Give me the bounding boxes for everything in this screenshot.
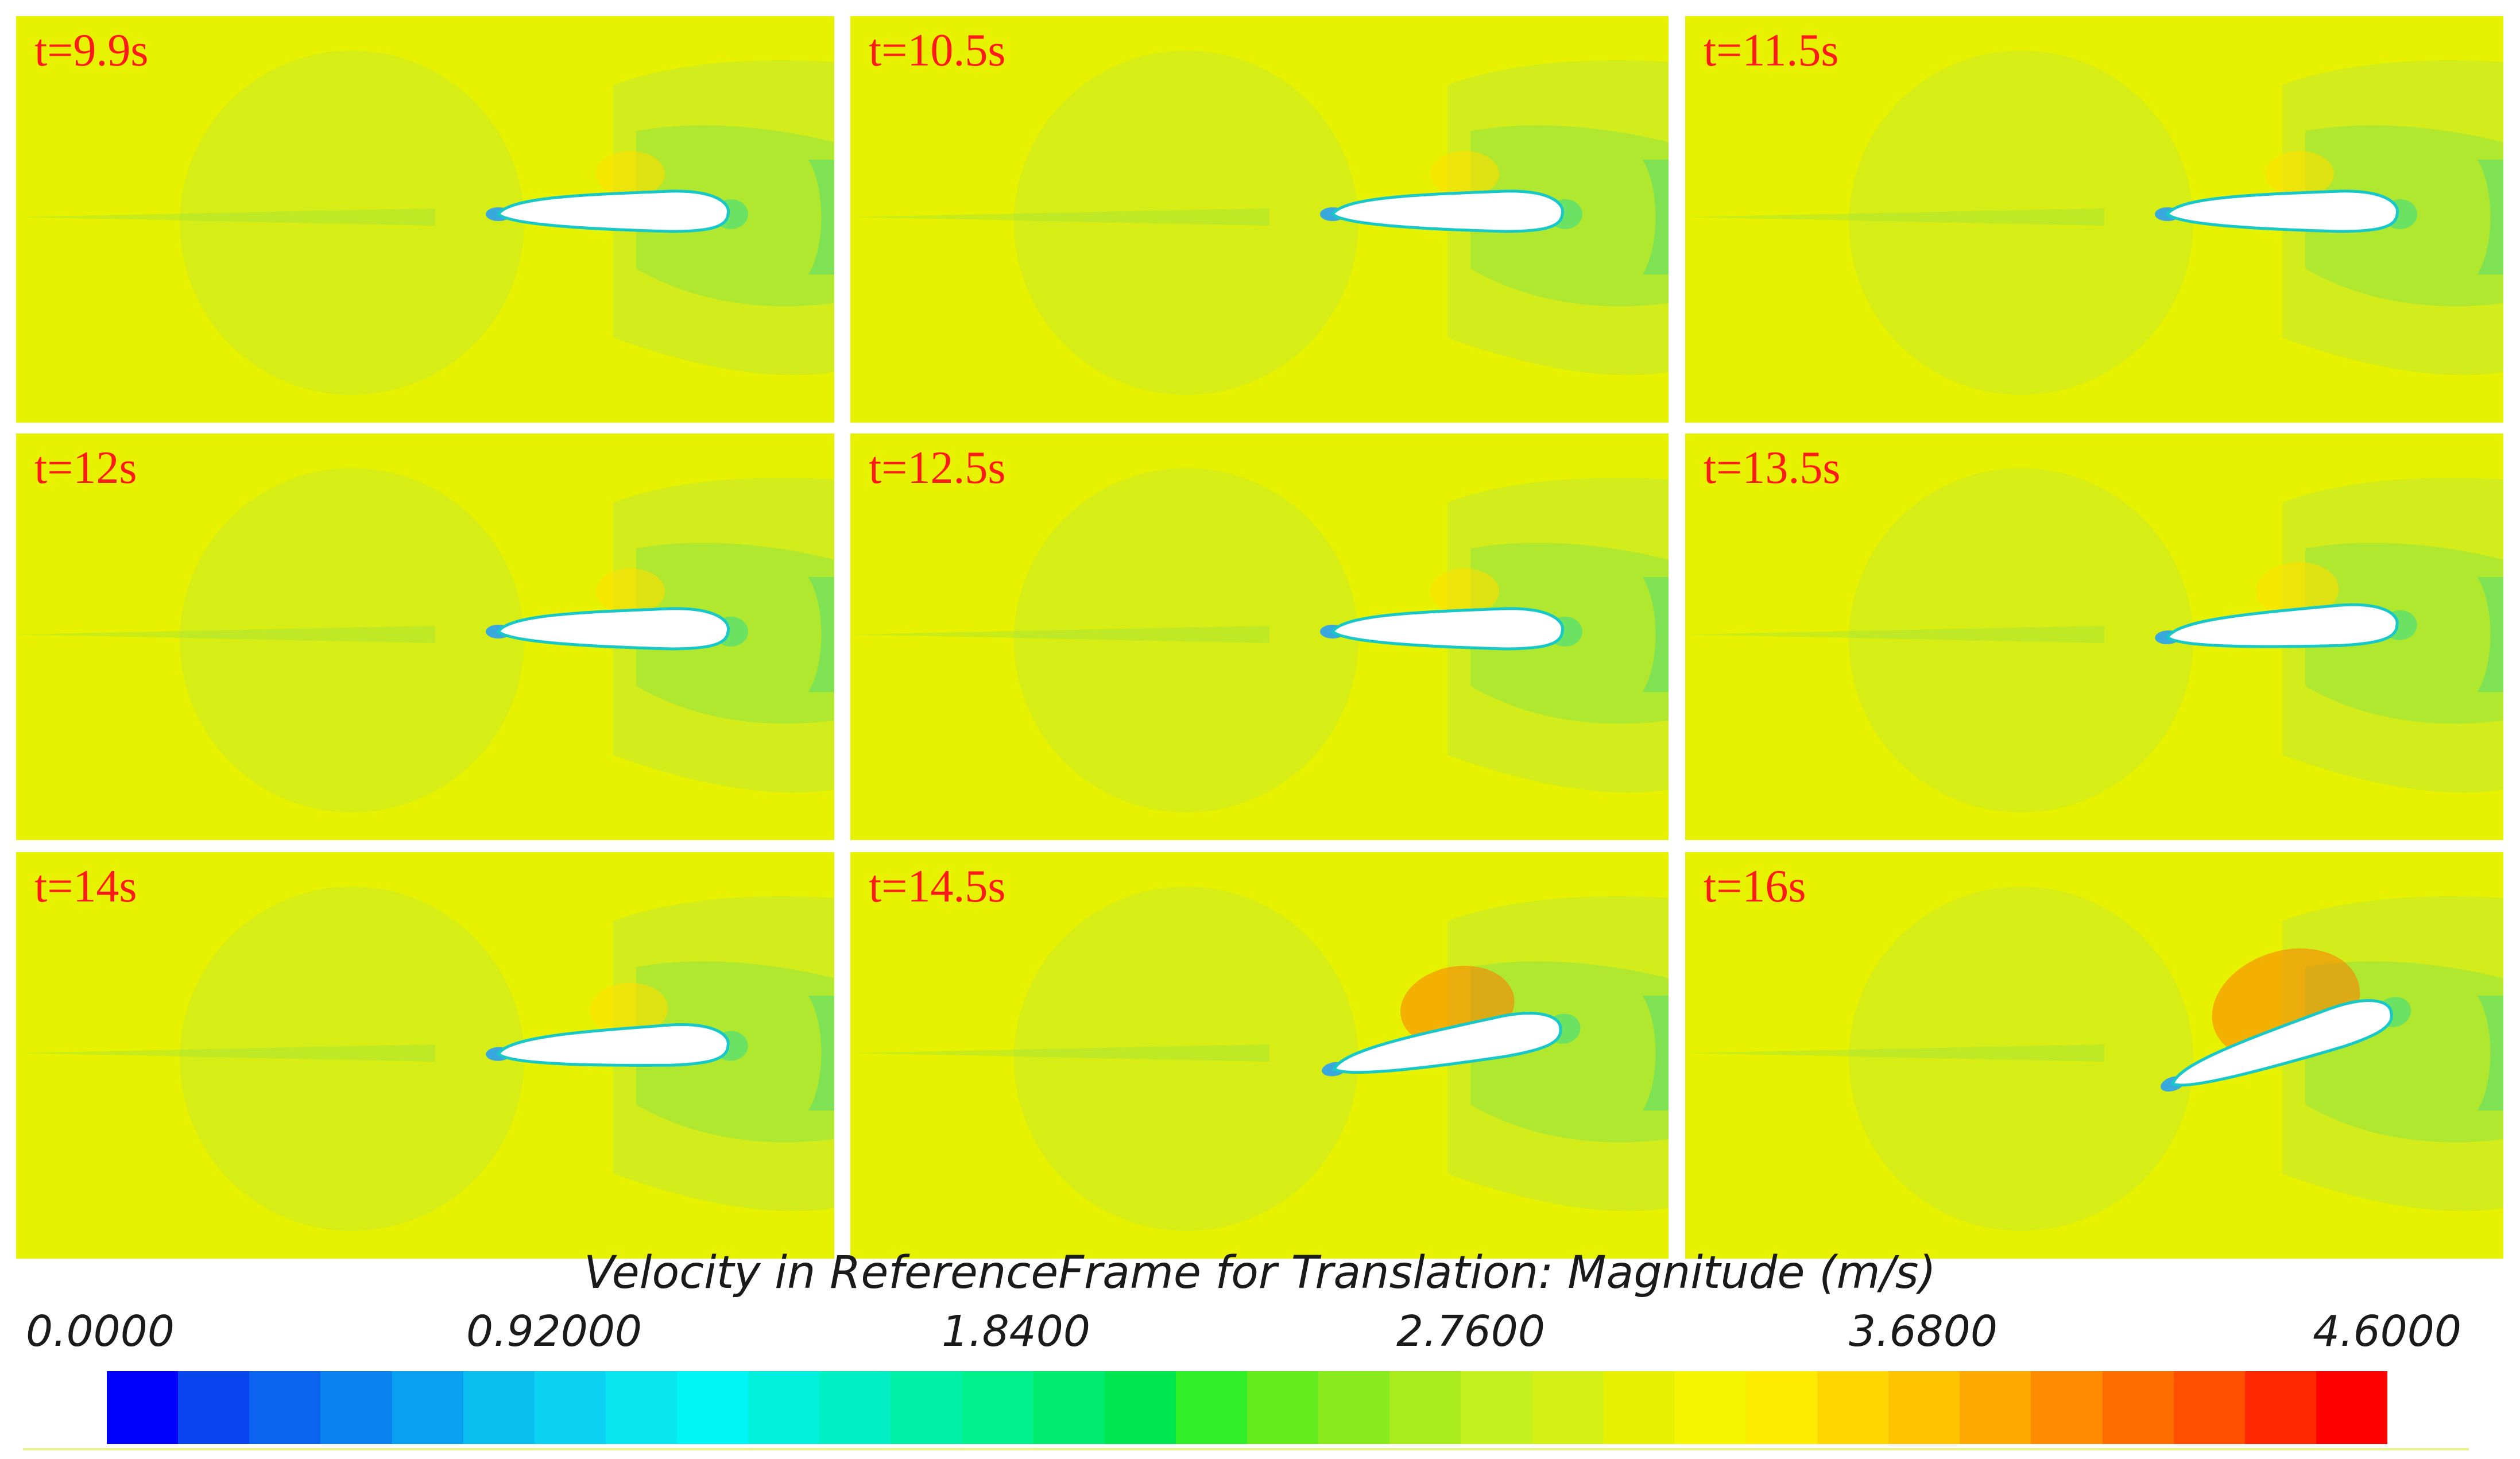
colorbar-segment	[1745, 1371, 1817, 1444]
legend-tick-2: 1.8400	[942, 1307, 1090, 1356]
colorbar-segment	[605, 1371, 677, 1444]
colorbar-segment	[1817, 1371, 1889, 1444]
legend-title: Velocity in ReferenceFrame for Translati…	[584, 1247, 1936, 1299]
panel-time-label: t=10.5s	[869, 25, 1006, 76]
contour-panel: t=9.9s	[16, 16, 834, 423]
colorbar-segment	[178, 1371, 250, 1444]
legend-tick-0: 0.0000	[26, 1307, 175, 1356]
legend-tick-5: 4.6000	[2313, 1307, 2461, 1356]
colorbar-segment	[1247, 1371, 1319, 1444]
colorbar-segment	[748, 1371, 820, 1444]
legend-tick-4: 3.6800	[1849, 1307, 1998, 1356]
colorbar-segment	[1033, 1371, 1105, 1444]
contour-panel: t=13.5s	[1685, 434, 2503, 840]
panel-time-label: t=14.5s	[869, 861, 1006, 912]
colorbar-segment	[463, 1371, 535, 1444]
colorbar-segment	[891, 1371, 962, 1444]
colorbar-segment	[1674, 1371, 1746, 1444]
colorbar-segment	[1104, 1371, 1176, 1444]
colorbar-segment	[2031, 1371, 2103, 1444]
panel-time-label: t=13.5s	[1704, 443, 1841, 493]
colorbar-segment	[1532, 1371, 1604, 1444]
colorbar-segment	[2316, 1371, 2387, 1444]
panel-time-label: t=9.9s	[34, 25, 149, 76]
contour-panel: t=14.5s	[850, 852, 1669, 1259]
colorbar-segment	[1603, 1371, 1675, 1444]
colorbar-segment	[677, 1371, 749, 1444]
colorbar-segment	[1960, 1371, 2031, 1444]
contour-panel: t=16s	[1685, 852, 2503, 1259]
panel-time-label: t=11.5s	[1704, 25, 1839, 76]
colorbar-segment	[1389, 1371, 1461, 1444]
colorbar-segment	[1175, 1371, 1247, 1444]
colorbar-segment	[962, 1371, 1033, 1444]
panel-time-label: t=14s	[34, 861, 137, 912]
colorbar-segment	[1461, 1371, 1532, 1444]
colorbar-segment	[107, 1371, 179, 1444]
colorbar	[107, 1371, 2387, 1444]
contour-panel: t=10.5s	[850, 16, 1669, 423]
colorbar-segment	[2102, 1371, 2174, 1444]
colorbar-baseline	[23, 1448, 2469, 1450]
legend-tick-3: 2.7600	[1396, 1307, 1545, 1356]
colorbar-segment	[819, 1371, 891, 1444]
colorbar-segment	[249, 1371, 321, 1444]
colorbar-segment	[2244, 1371, 2316, 1444]
colorbar-segment	[2173, 1371, 2245, 1444]
colorbar-segment	[1888, 1371, 1960, 1444]
panel-time-label: t=16s	[1704, 861, 1806, 912]
colorbar-segment	[1318, 1371, 1390, 1444]
colorbar-segment	[534, 1371, 606, 1444]
panel-time-label: t=12s	[34, 443, 137, 493]
colorbar-segment	[320, 1371, 392, 1444]
colorbar-segment	[392, 1371, 463, 1444]
contour-panel: t=14s	[16, 852, 834, 1259]
panel-time-label: t=12.5s	[869, 443, 1006, 493]
legend-tick-1: 0.92000	[466, 1307, 642, 1356]
contour-panel: t=12s	[16, 434, 834, 840]
contour-panel: t=12.5s	[850, 434, 1669, 840]
contour-panel: t=11.5s	[1685, 16, 2503, 423]
